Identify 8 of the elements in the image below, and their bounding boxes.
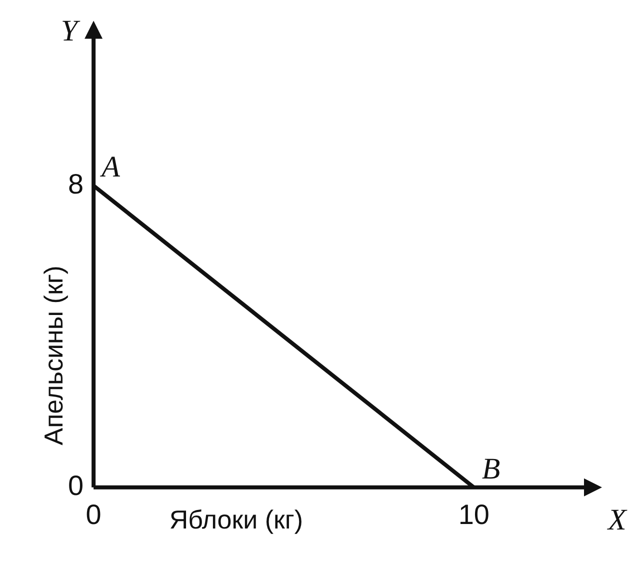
text: X	[607, 503, 628, 536]
annotation: A	[100, 150, 121, 184]
annotation: B	[482, 452, 500, 486]
y-axis-title: Апельсины (кг)	[38, 266, 69, 446]
text: Y	[60, 14, 81, 48]
x-axis-title: Яблоки (кг)	[169, 504, 304, 535]
y-tick-label: 8	[68, 168, 84, 200]
x-tick-label: 10	[458, 498, 490, 530]
